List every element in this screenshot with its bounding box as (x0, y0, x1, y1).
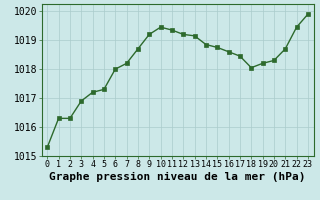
X-axis label: Graphe pression niveau de la mer (hPa): Graphe pression niveau de la mer (hPa) (49, 172, 306, 182)
